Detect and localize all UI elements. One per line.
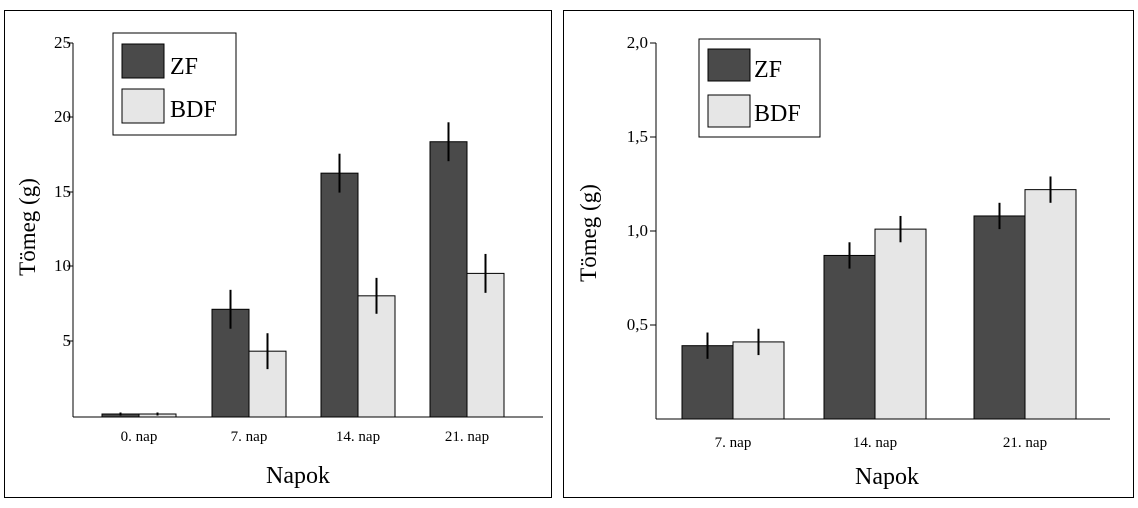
legend-left: ZF BDF [112,32,237,136]
bar-bdf [357,295,396,418]
y-tick-label: 5 [63,331,72,350]
error-bars-right [706,176,1052,359]
x-tick-label: 14. nap [853,435,897,451]
legend-swatch-zf [121,43,165,79]
x-tick-label: 21. nap [1003,435,1047,451]
bar-zf [973,215,1026,420]
legend-swatch-bdf [121,88,165,124]
bars-left [101,141,505,418]
y-tick-label: 1,5 [627,127,648,146]
legend-right: ZF BDF [698,38,821,138]
bar-bdf [1024,189,1077,420]
legend-label-zf: ZF [170,54,198,80]
y-tick-label: 15 [54,182,71,201]
x-axis-title: Napok [855,464,919,490]
y-tick-label: 1,0 [627,221,648,240]
legend-swatch-zf [707,48,751,82]
y-tick-label: 2,0 [627,33,648,52]
error-bars-left [119,122,487,416]
bar-zf [211,308,250,418]
x-tick-label: 21. nap [445,429,489,445]
y-tick-label: 10 [54,256,71,275]
x-category-labels-right: 7. nap 14. nap 21. nap [715,435,1047,451]
x-axis-title: Napok [266,463,330,489]
legend-label-bdf: BDF [754,101,801,127]
x-tick-label: 7. nap [231,429,268,445]
legend-label-zf: ZF [754,57,782,83]
y-axis-title: Tömeg (g) [576,184,601,282]
chart-right-panel: 2,0 1,5 1,0 0,5 7. nap 14. nap 21. nap N… [563,10,1134,498]
bar-zf [823,254,876,420]
bar-bdf [874,228,927,420]
x-tick-label: 0. nap [121,429,158,445]
y-tick-label: 25 [54,33,71,52]
chart-left-panel: 25 20 15 10 5 0. nap 7. nap 14. nap 21. … [4,10,552,498]
bar-zf [429,141,468,418]
legend-label-bdf: BDF [170,97,217,123]
bars-right [681,189,1077,420]
x-tick-label: 7. nap [715,435,752,451]
y-tick-label: 0,5 [627,315,648,334]
chart-left: 25 20 15 10 5 0. nap 7. nap 14. nap 21. … [15,32,543,489]
y-tick-label: 20 [54,107,71,126]
x-tick-label: 14. nap [336,429,380,445]
bar-bdf [466,272,505,418]
chart-right: 2,0 1,5 1,0 0,5 7. nap 14. nap 21. nap N… [576,33,1110,490]
x-category-labels-left: 0. nap 7. nap 14. nap 21. nap [121,429,489,445]
y-axis-title: Tömeg (g) [15,178,40,276]
legend-swatch-bdf [707,94,751,128]
bar-zf [320,172,359,418]
